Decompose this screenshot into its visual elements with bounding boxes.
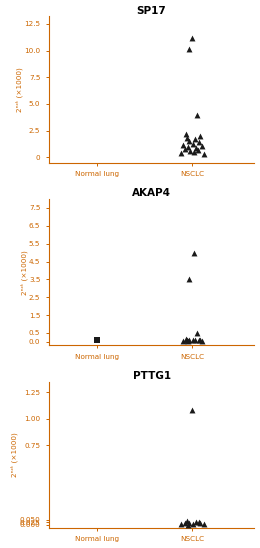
Point <box>183 518 187 527</box>
Point <box>186 336 191 345</box>
Point <box>200 336 204 345</box>
Point <box>197 138 201 147</box>
Point <box>185 134 190 142</box>
Point <box>191 520 195 528</box>
Point <box>200 141 204 150</box>
Title: SP17: SP17 <box>137 5 166 15</box>
Point <box>191 139 195 148</box>
Point <box>187 45 191 54</box>
Point <box>190 33 194 42</box>
Point <box>184 335 188 344</box>
Point <box>202 150 206 158</box>
Point <box>195 329 199 338</box>
Point <box>94 336 99 345</box>
Point <box>181 140 185 149</box>
Point <box>185 335 190 344</box>
Point <box>192 148 196 157</box>
Title: AKAP4: AKAP4 <box>132 188 171 198</box>
Point <box>197 336 201 345</box>
Point <box>198 518 202 527</box>
Point <box>181 336 185 345</box>
Y-axis label: 2ⁿᶜᵗ (×1000): 2ⁿᶜᵗ (×1000) <box>11 432 18 477</box>
Point <box>193 335 197 344</box>
Point <box>194 144 198 152</box>
Point <box>192 248 196 257</box>
Point <box>188 147 192 156</box>
Point <box>187 336 191 345</box>
Point <box>195 110 199 119</box>
Point <box>198 132 202 140</box>
Point <box>187 275 191 284</box>
Point <box>186 520 191 529</box>
Point <box>179 149 183 157</box>
Point <box>186 142 191 151</box>
Point <box>187 518 191 527</box>
Point <box>185 517 190 526</box>
Title: PTTG1: PTTG1 <box>133 371 171 381</box>
Point <box>190 406 194 415</box>
Y-axis label: 2ⁿᶜᵗ (×1000): 2ⁿᶜᵗ (×1000) <box>20 250 28 295</box>
Y-axis label: 2ⁿᶜᵗ (×1000): 2ⁿᶜᵗ (×1000) <box>15 67 23 112</box>
Point <box>191 336 195 345</box>
Point <box>193 135 197 144</box>
Point <box>202 520 206 529</box>
Point <box>198 335 202 344</box>
Point <box>197 518 201 527</box>
Point <box>194 517 198 526</box>
Point <box>187 137 191 146</box>
Point <box>179 520 183 528</box>
Point <box>196 146 200 155</box>
Point <box>184 129 188 138</box>
Point <box>183 145 187 153</box>
